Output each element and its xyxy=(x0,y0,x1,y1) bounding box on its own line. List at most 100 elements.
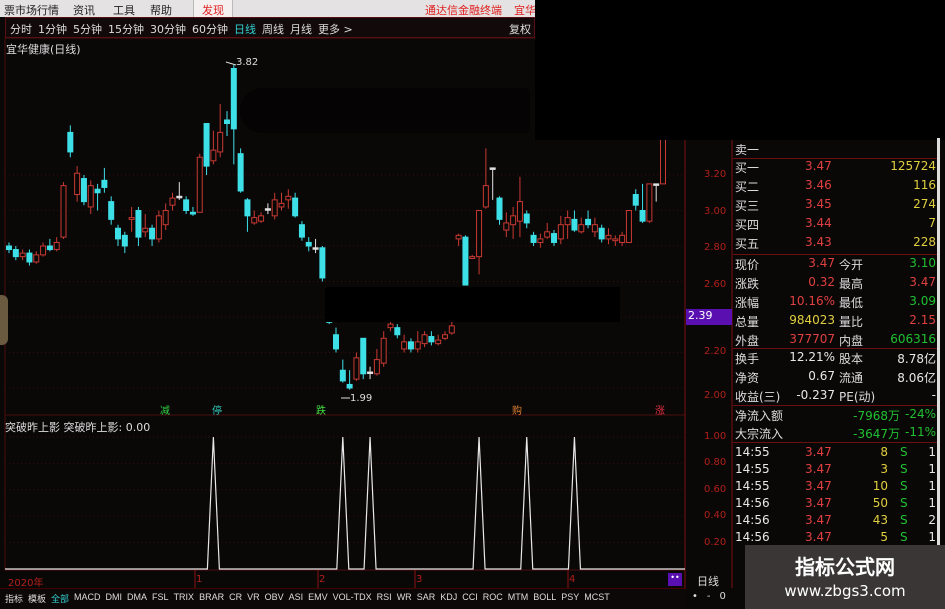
menu-help[interactable]: 帮助 xyxy=(150,4,172,17)
bid-row: 买三 3.45 274 xyxy=(733,196,938,215)
menu-market[interactable]: 票市场行情 xyxy=(4,4,59,17)
candle-body xyxy=(407,341,414,350)
indicator-tab-16[interactable]: WR xyxy=(396,592,412,602)
bid-row: 买五 3.43 228 xyxy=(733,234,938,253)
menu-tools[interactable]: 工具 xyxy=(113,4,135,17)
dot-button[interactable]: • xyxy=(692,591,698,602)
indicator-tab-13[interactable]: EMV xyxy=(308,592,328,602)
event-marker[interactable]: 购 xyxy=(512,406,522,417)
indicator-tab-18[interactable]: KDJ xyxy=(440,592,458,602)
candle-body xyxy=(605,234,612,240)
indicator-title: 突破昨上影 突破昨上影: 0.00 xyxy=(5,421,151,434)
period-tab[interactable]: 分时 xyxy=(10,23,32,36)
indicator-tab-22[interactable]: BOLL xyxy=(533,592,557,602)
candle-body xyxy=(476,210,483,258)
period-tab[interactable]: 15分钟 xyxy=(108,23,144,36)
candle-body xyxy=(462,236,469,286)
period-tab[interactable]: 月线 xyxy=(290,23,312,36)
period-tab[interactable]: 1分钟 xyxy=(38,23,67,36)
stat-value: 984023 xyxy=(789,313,835,327)
stat-value: 0.32 xyxy=(808,275,835,289)
candle-body xyxy=(503,222,510,231)
tick-row: 14:55 3.47 8 S 1 xyxy=(733,444,938,463)
period-tab[interactable]: 周线 xyxy=(262,23,284,36)
indicator-tab-19[interactable]: CCI xyxy=(462,592,478,602)
stat-value: 377707 xyxy=(789,332,835,346)
candle-body xyxy=(264,208,271,211)
bid-price: 3.45 xyxy=(805,197,832,211)
expand-button[interactable]: •• xyxy=(668,573,682,586)
period-tab[interactable]: 30分钟 xyxy=(150,23,186,36)
tick-row: 14:56 3.47 43 S 2 xyxy=(733,512,938,531)
indicator-tab-9[interactable]: CR xyxy=(229,592,243,602)
indicator-tab-17[interactable]: SAR xyxy=(416,592,436,602)
fin-value: 0.67 xyxy=(808,369,835,383)
indicator-tab-24[interactable]: MCST xyxy=(584,592,610,602)
tick-volume: 3 xyxy=(880,462,888,476)
candle-body xyxy=(271,199,278,217)
indicator-tab-3[interactable]: MACD xyxy=(74,592,101,602)
scrollbar[interactable] xyxy=(937,138,940,548)
indicator-tab-1[interactable]: 模板 xyxy=(28,594,47,604)
indicator-tab-21[interactable]: MTM xyxy=(507,592,529,602)
candle-body xyxy=(551,233,557,243)
candle-body xyxy=(251,217,258,224)
indicator-tab-15[interactable]: RSI xyxy=(376,592,392,602)
stat-value: 3.47 xyxy=(909,275,936,289)
indicator-tab-11[interactable]: OBV xyxy=(264,592,284,602)
indicator-tab-5[interactable]: DMA xyxy=(127,592,148,602)
period-toolbar: 分时 1分钟 5分钟 15分钟 30分钟 60分钟 日线 周线 月线 更多 > … xyxy=(5,17,535,38)
indicator-tab-12[interactable]: ASI xyxy=(288,592,304,602)
fin-label: 换手 xyxy=(735,352,760,366)
indicator-tab-6[interactable]: FSL xyxy=(152,592,169,602)
indicator-tab-7[interactable]: TRIX xyxy=(173,592,195,602)
menu-news[interactable]: 资讯 xyxy=(73,4,95,17)
zero-button[interactable]: 0 xyxy=(719,591,726,602)
side-collapse-handle[interactable] xyxy=(0,295,8,345)
period-tab-active[interactable]: 日线 xyxy=(234,23,256,36)
candle-body xyxy=(278,202,285,208)
flow-pct: -24% xyxy=(904,407,936,421)
candle-body xyxy=(230,68,237,130)
tick-volume: 8 xyxy=(880,445,888,459)
candle-body xyxy=(435,339,442,345)
minus-button[interactable]: - xyxy=(706,591,711,602)
indicator-tab-8[interactable]: BRAR xyxy=(199,592,225,602)
event-marker[interactable]: 减 xyxy=(160,406,170,417)
tick-count: 1 xyxy=(928,479,936,493)
indicator-tab-0[interactable]: 指标 xyxy=(5,594,24,604)
bid-volume: 228 xyxy=(913,235,936,249)
fin-value: - xyxy=(931,388,936,402)
indicator-tab-10[interactable]: VR xyxy=(247,592,260,602)
period-tab[interactable]: 5分钟 xyxy=(73,23,102,36)
event-marker[interactable]: 停 xyxy=(212,406,222,417)
indicator-tab-4[interactable]: DMI xyxy=(105,592,123,602)
fin-label: 流通 xyxy=(839,371,864,385)
menu-discover[interactable]: 发现 xyxy=(193,0,233,17)
fin-value: -0.237 xyxy=(796,388,835,402)
flow-label: 大宗流入 xyxy=(735,427,784,441)
candle-body xyxy=(258,215,265,222)
event-marker[interactable]: 跌 xyxy=(316,406,326,417)
bid-label: 买二 xyxy=(735,180,760,194)
indicator-tab-14[interactable]: VOL-TDX xyxy=(332,592,372,602)
event-marker[interactable]: 涨 xyxy=(655,406,665,417)
more-button[interactable]: 更多 > xyxy=(318,23,353,36)
period-tab[interactable]: 60分钟 xyxy=(192,23,228,36)
candle-body xyxy=(571,218,578,231)
indicator-tab-20[interactable]: ROC xyxy=(482,592,503,602)
watermark-url: www.zbgs3.com xyxy=(784,582,906,600)
candle-body xyxy=(203,123,210,167)
tick-price: 3.47 xyxy=(805,462,832,476)
bid-price: 3.46 xyxy=(805,178,832,192)
adjust-button[interactable]: 复权 xyxy=(509,23,531,36)
stat-value: 3.10 xyxy=(909,256,936,270)
tick-count: 1 xyxy=(928,530,936,544)
zoom-controls: • - 0 xyxy=(692,591,732,602)
bid-price: 3.47 xyxy=(805,159,832,173)
indicator-tab-2[interactable]: 全部 xyxy=(51,594,70,604)
period-label[interactable]: 日线 xyxy=(697,575,719,588)
flow-value: -3647万 xyxy=(853,427,900,441)
indicator-tab-23[interactable]: PSY xyxy=(561,592,580,602)
